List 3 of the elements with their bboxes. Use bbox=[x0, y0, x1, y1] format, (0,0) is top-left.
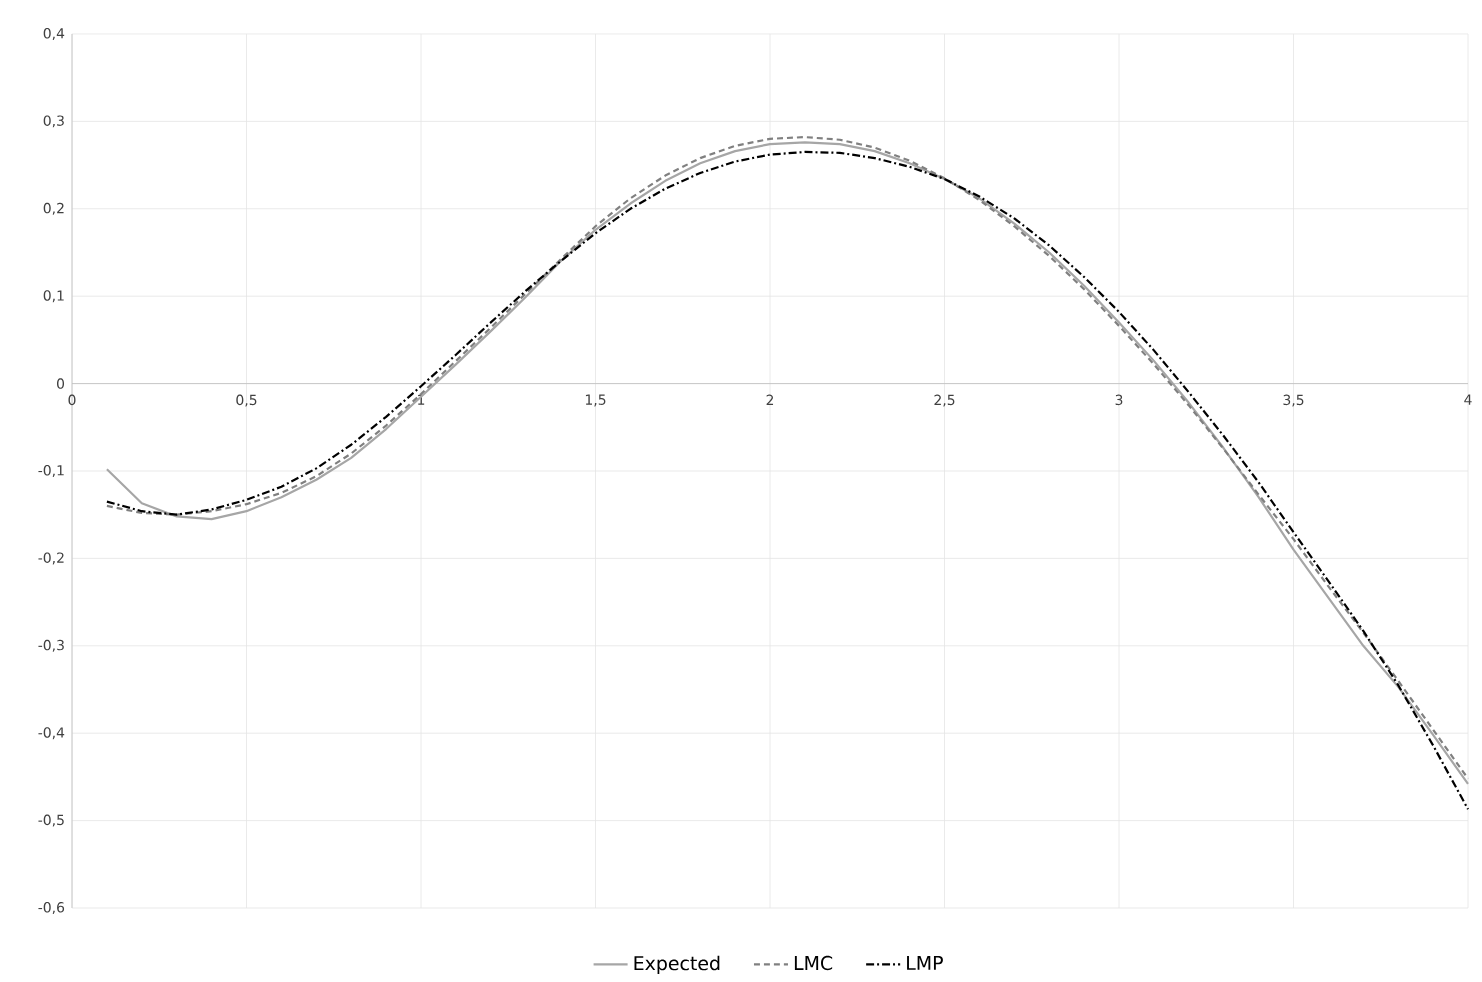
legend-label: LMP bbox=[907, 956, 943, 971]
legend-label: LMC bbox=[794, 956, 833, 971]
legend-label: Expected bbox=[634, 956, 720, 975]
